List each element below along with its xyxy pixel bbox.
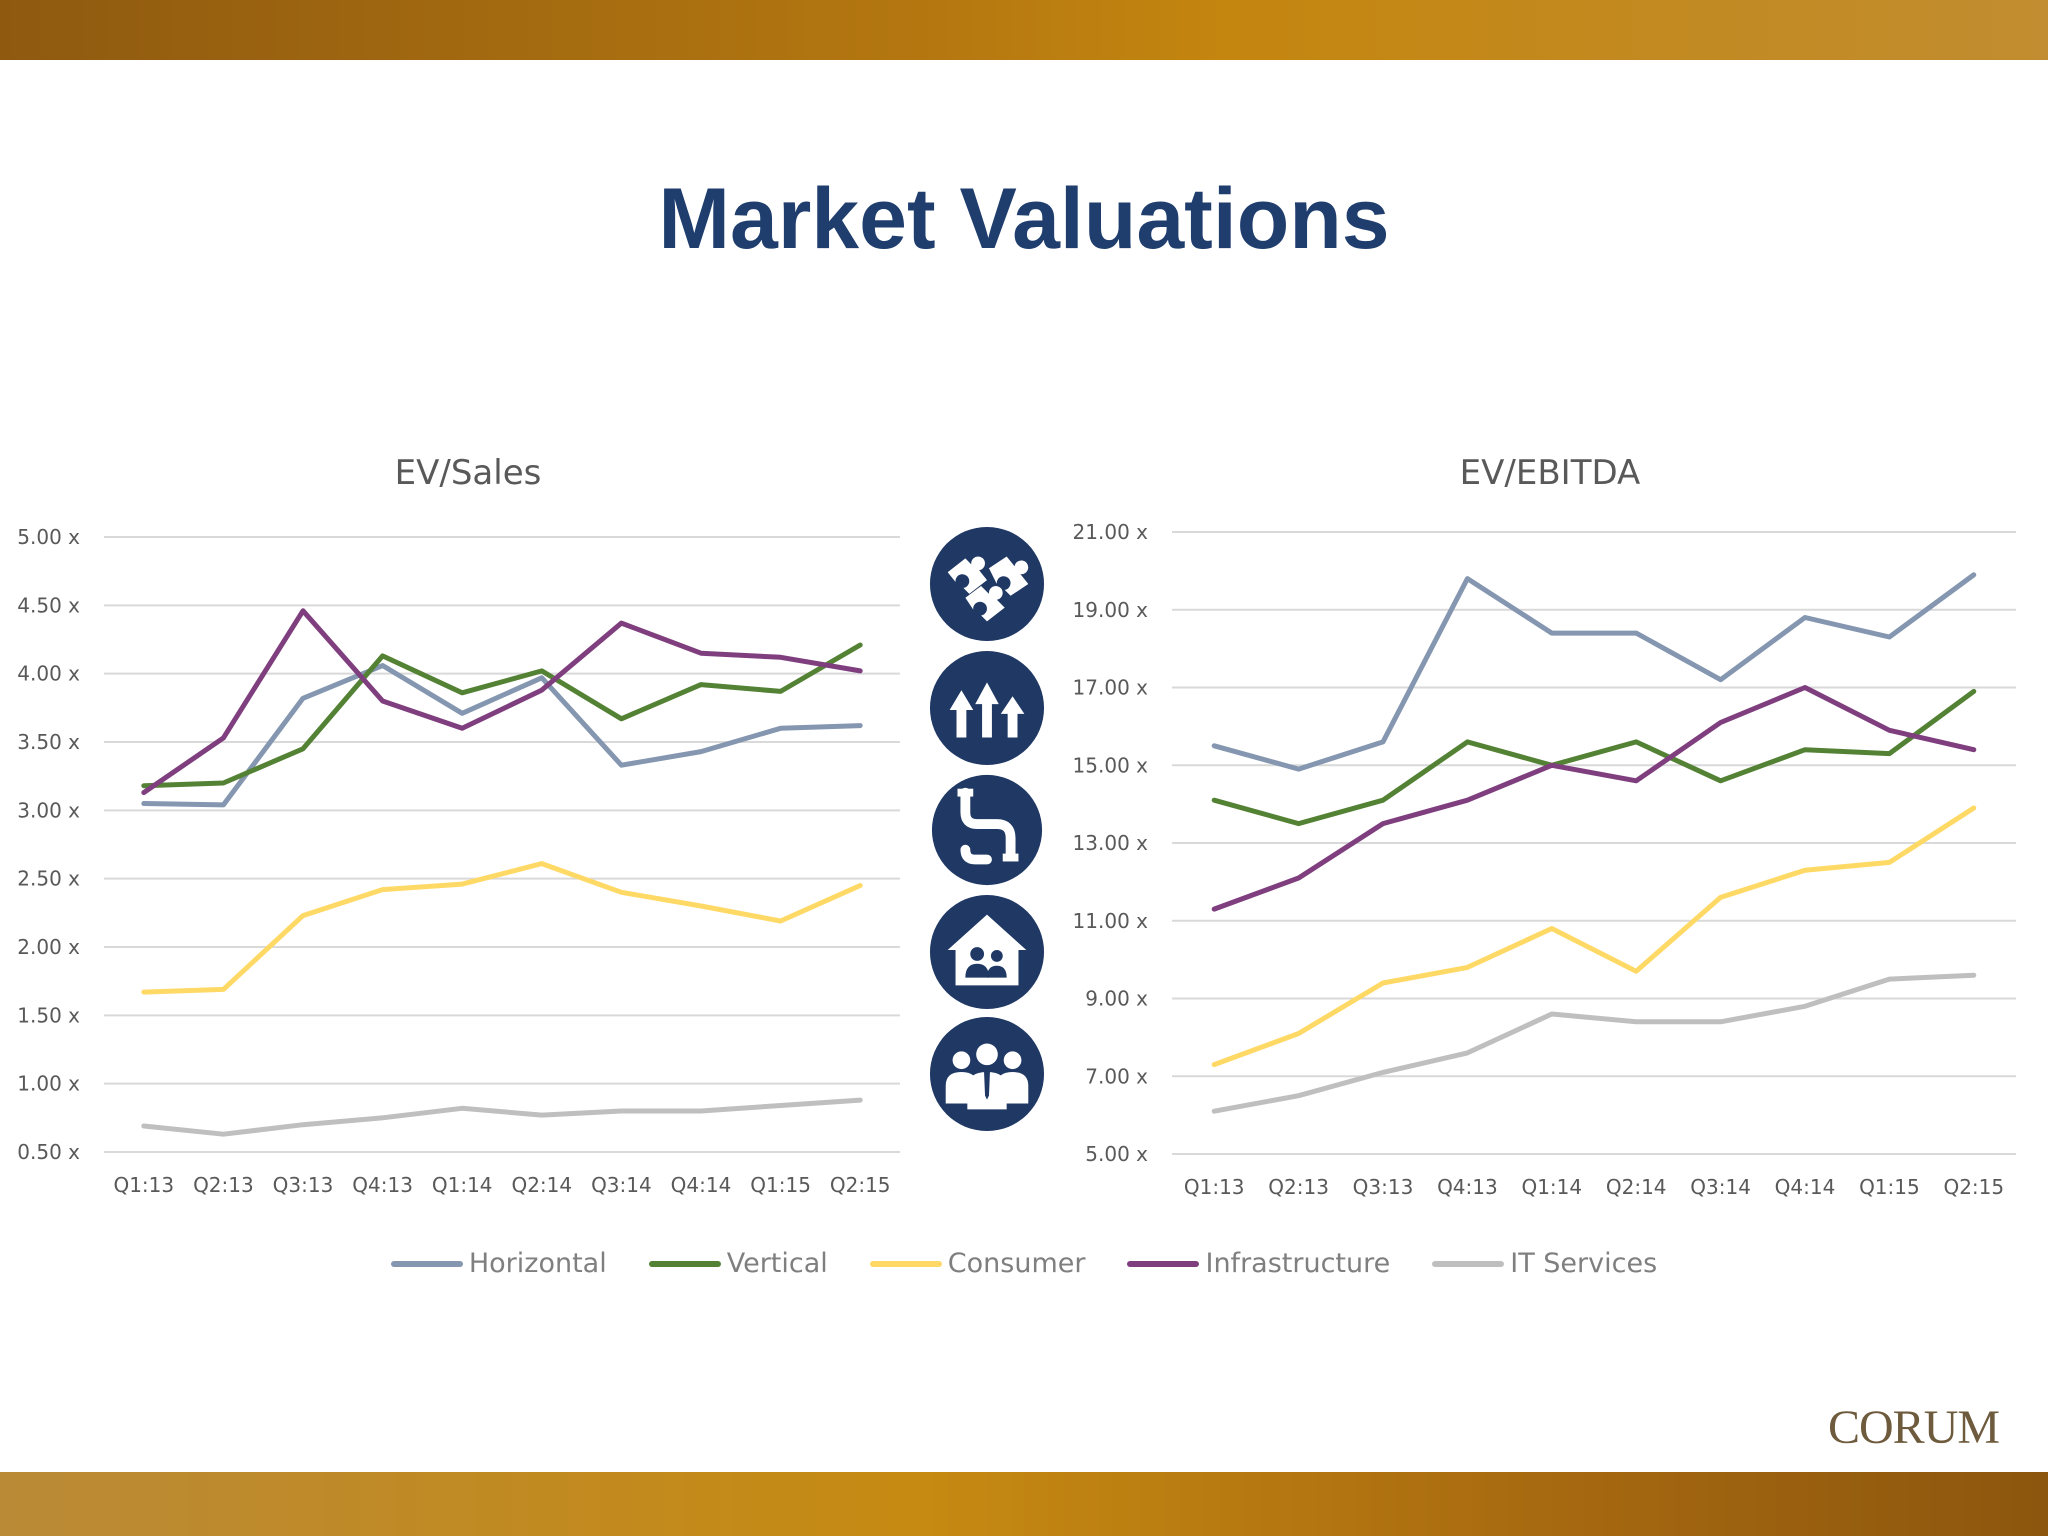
y-tick-label: 4.50 x — [17, 593, 80, 617]
legend-swatch — [648, 1260, 721, 1267]
legend-label: Horizontal — [468, 1248, 607, 1279]
x-tick-label: Q4:13 — [1437, 1175, 1498, 1199]
x-tick-label: Q4:14 — [1775, 1175, 1836, 1199]
x-tick-label: Q1:13 — [1184, 1175, 1245, 1199]
ev-ebitda-chart: EV/EBITDA 21.00 x 19.00 x 17.00 x 15.00 x 13… — [1073, 453, 2016, 1199]
x-tick-label: Q1:13 — [113, 1173, 174, 1197]
x-tick-label: Q3:13 — [273, 1173, 334, 1197]
puzzle-icon — [929, 526, 1045, 642]
ev-sales-chart: EV/Sales 5.00 x 4.50 x 4.00 x 3.50 x 3.00 x 2… — [17, 453, 900, 1197]
y-tick-label: 5.00 x — [17, 525, 80, 549]
legend-label: Vertical — [726, 1248, 828, 1279]
chart-title: EV/Sales — [395, 453, 542, 493]
y-tick-label: 1.50 x — [17, 1003, 80, 1027]
y-tick-label: 3.50 x — [17, 730, 80, 754]
legend-label: Infrastructure — [1205, 1248, 1391, 1279]
y-tick-label: 17.00 x — [1073, 676, 1149, 700]
series-line-horizontal — [1211, 572, 1977, 772]
legend-item-consumer: Consumer — [869, 1248, 1086, 1279]
series-line-it-services — [141, 1097, 863, 1137]
x-tick-label: Q2:14 — [1606, 1175, 1667, 1199]
series-line-vertical — [1211, 688, 1977, 827]
y-tick-label: 21.00 x — [1073, 520, 1149, 544]
x-tick-label: Q2:13 — [193, 1173, 254, 1197]
legend-swatch — [1432, 1260, 1505, 1267]
y-tick-label: 15.00 x — [1073, 753, 1149, 777]
y-tick-label: 2.00 x — [17, 935, 80, 959]
chart-title: EV/EBITDA — [1460, 453, 1641, 493]
legend-item-infrastructure: Infrastructure — [1127, 1248, 1390, 1279]
pipe-icon — [931, 774, 1043, 886]
x-tick-label: Q3:13 — [1353, 1175, 1414, 1199]
y-tick-label: 11.00 x — [1073, 909, 1149, 933]
x-tick-label: Q3:14 — [1690, 1175, 1751, 1199]
legend-label: IT Services — [1510, 1248, 1658, 1279]
group-people-icon — [929, 1016, 1045, 1132]
top-band — [0, 0, 2048, 60]
series-line-vertical — [141, 642, 863, 789]
y-tick-label: 4.00 x — [17, 662, 80, 686]
x-tick-label: Q3:14 — [591, 1173, 652, 1197]
x-tick-label: Q4:14 — [671, 1173, 732, 1197]
legend-swatch — [390, 1260, 463, 1267]
legend-swatch — [1127, 1260, 1200, 1267]
corum-logo: CORUM — [1828, 1401, 2000, 1454]
series-line-infrastructure — [1211, 685, 1977, 912]
series-line-consumer — [141, 861, 863, 995]
y-tick-label: 5.00 x — [1085, 1142, 1148, 1166]
y-tick-label: 3.00 x — [17, 798, 80, 822]
series-line-consumer — [1211, 805, 1977, 1068]
x-tick-label: Q1:14 — [1521, 1175, 1582, 1199]
y-tick-label: 19.00 x — [1073, 598, 1149, 622]
legend-item-horizontal: Horizontal — [390, 1248, 607, 1279]
legend-item-it-services: IT Services — [1432, 1248, 1657, 1279]
x-tick-label: Q1:15 — [1859, 1175, 1920, 1199]
x-tick-label: Q2:14 — [511, 1173, 572, 1197]
x-tick-label: Q4:13 — [352, 1173, 413, 1197]
growth-arrows-icon — [929, 650, 1045, 766]
page-title: Market Valuations — [658, 171, 1390, 267]
y-tick-label: 9.00 x — [1085, 987, 1148, 1011]
y-tick-label: 0.50 x — [17, 1140, 80, 1164]
x-tick-label: Q2:13 — [1268, 1175, 1329, 1199]
series-line-it-services — [1211, 972, 1977, 1114]
legend: Horizontal Vertical Consumer Infrastructure… — [0, 1248, 2048, 1279]
y-tick-label: 7.00 x — [1085, 1064, 1148, 1088]
x-tick-label: Q1:15 — [750, 1173, 811, 1197]
x-tick-label: Q1:14 — [432, 1173, 493, 1197]
bottom-band — [0, 1472, 2048, 1536]
y-tick-label: 1.00 x — [17, 1072, 80, 1096]
house-people-icon — [929, 894, 1045, 1010]
legend-swatch — [869, 1260, 942, 1267]
legend-item-vertical: Vertical — [648, 1248, 828, 1279]
x-tick-label: Q2:15 — [830, 1173, 891, 1197]
series-line-infrastructure — [141, 608, 863, 796]
legend-label: Consumer — [947, 1248, 1086, 1279]
series-line-horizontal — [141, 663, 863, 808]
x-tick-label: Q2:15 — [1943, 1175, 2004, 1199]
y-tick-label: 13.00 x — [1073, 831, 1149, 855]
y-tick-label: 2.50 x — [17, 867, 80, 891]
